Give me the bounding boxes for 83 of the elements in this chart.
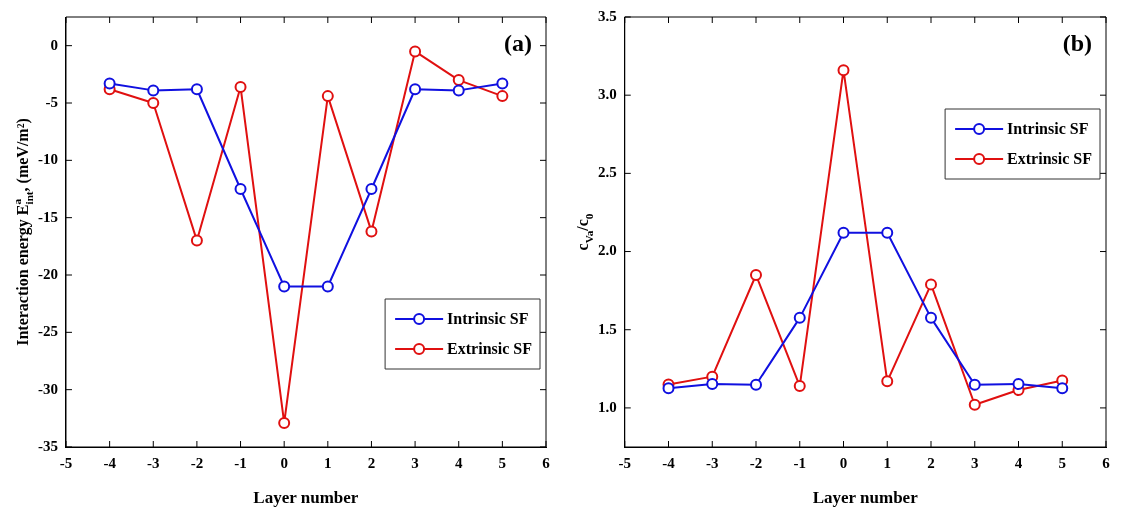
x-tick-label: 6 [542,454,551,471]
point [103,77,116,90]
x-tick-label: 2 [927,454,935,471]
x-tick-label: -4 [103,454,117,471]
point [925,278,937,291]
legend-label: Extrinsic SF [447,340,533,358]
y-axis-title: Interaction energy Eaint, (meV/m²) [10,118,35,346]
point [278,416,291,429]
y-tick-label: 1.0 [598,398,617,415]
point [496,90,509,103]
legend-label: Extrinsic SF [1007,150,1093,168]
x-tick-label: 1 [324,454,332,471]
point [409,83,422,96]
x-tick-label: 5 [498,454,507,471]
x-tick-label: 1 [883,454,891,471]
point [750,378,762,391]
point [706,377,719,390]
x-tick-label: -2 [749,454,763,471]
x-tick-label: 0 [839,454,848,471]
point [662,382,675,395]
x-tick-label: 3 [971,454,979,471]
x-tick-label: 4 [454,454,463,471]
point [452,84,465,97]
point [147,84,160,97]
x-tick-label: -4 [662,454,676,471]
x-tick-label: -2 [190,454,204,471]
y-tick-label: 3.0 [598,86,617,103]
point [365,183,378,195]
legend-label: Intrinsic SF [447,310,529,328]
point [365,225,378,238]
x-axis-title: Layer number [253,488,359,507]
point [234,183,247,195]
point [278,280,291,293]
x-axis-title: Layer number [812,488,919,507]
point [452,74,465,87]
y-tick-label: 2.0 [598,242,617,259]
y-tick-label: 2.5 [598,164,617,181]
x-tick-label: -1 [234,454,247,471]
annotation: (b) [1062,30,1093,56]
y-tick-label: -35 [38,437,58,454]
point [968,378,981,391]
point [881,226,894,239]
x-tick-label: 6 [1102,454,1111,471]
legend-label: Intrinsic SF [1007,120,1089,138]
point [837,64,850,77]
point [1012,377,1025,390]
x-tick-label: -3 [147,454,160,471]
x-tick-label: 5 [1058,454,1066,471]
point [321,280,334,293]
x-tick-label: -1 [793,454,806,471]
x-tick-label: -5 [59,454,73,471]
x-tick-label: -5 [618,454,631,471]
point [1056,382,1069,395]
y-tick-label: 1.5 [598,320,617,337]
point [837,226,850,239]
point [750,269,762,281]
point [409,45,422,58]
y-tick-label: 0 [50,36,58,53]
point [496,77,509,90]
y-tick-label: -20 [38,265,58,282]
point [968,398,981,411]
y-tick-label: 3.5 [598,7,617,24]
point [147,97,160,109]
y-tick-label: -25 [38,323,58,340]
point [793,380,806,393]
x-tick-label: 4 [1014,454,1023,471]
point [190,83,203,96]
x-tick-label: -3 [706,454,719,471]
x-tick-label: 0 [280,454,288,471]
point [234,80,247,93]
annotation: (a) [504,30,532,56]
point [881,375,894,388]
y-tick-label: -30 [38,380,58,397]
y-axis-title: cVa/c0 [574,213,595,251]
x-tick-label: 2 [367,454,376,471]
point [793,311,806,324]
x-tick-label: 3 [411,454,419,471]
point [925,311,937,324]
point [190,234,203,247]
y-tick-label: -10 [38,151,58,168]
point [321,90,334,103]
y-tick-label: -15 [38,208,58,225]
y-tick-label: -5 [45,93,58,110]
